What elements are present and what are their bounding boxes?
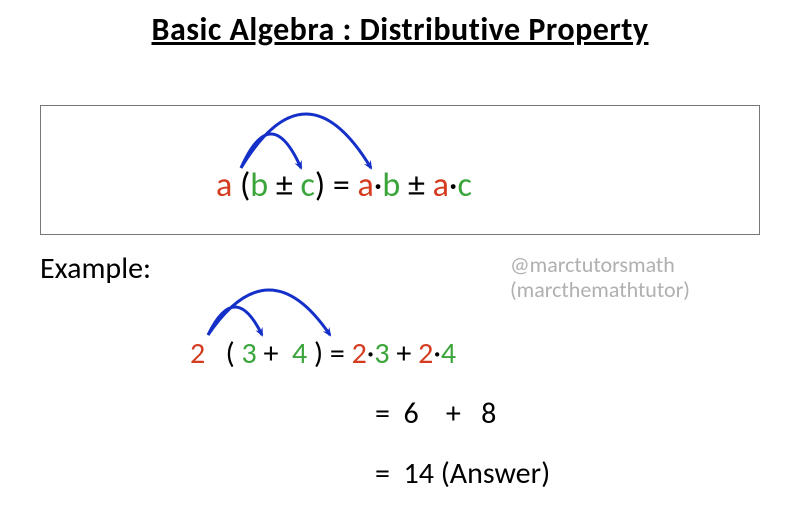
example-label: Example: — [40, 250, 151, 287]
page-title: Basic Algebra : Distributive Property — [0, 10, 800, 49]
formula-svg: a (b ± c) = a·b ± a·c — [41, 106, 761, 236]
watermark-name: (marcthemathtutor) — [510, 277, 760, 302]
watermark-handle: @marctutorsmath — [510, 252, 760, 277]
formula-expression: a (b ± c) = a·b ± a·c — [216, 165, 472, 206]
formula-arrows — [241, 114, 371, 168]
example-arrows — [190, 285, 410, 340]
watermark: @marctutorsmath (marcthemathtutor) — [510, 252, 760, 303]
formula-box: a (b ± c) = a·b ± a·c — [40, 105, 760, 235]
example-line-1: 2 ( 3 + 4 ) = 2·3 + 2·4 — [190, 335, 456, 372]
example-line-2: = 6 + 8 — [375, 395, 496, 432]
example-line-3: = 14 (Answer) — [375, 455, 550, 492]
